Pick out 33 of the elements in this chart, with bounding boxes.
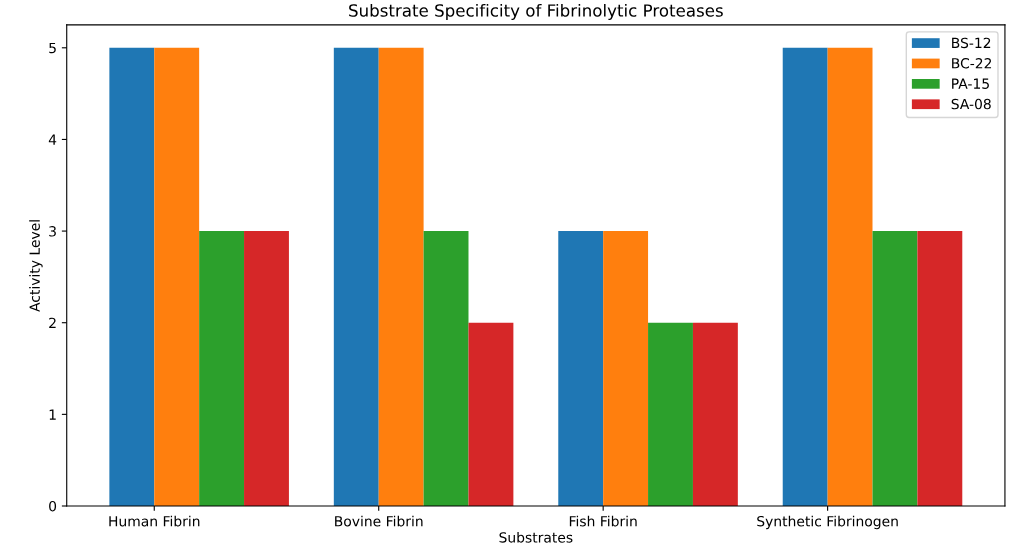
y-tick-label: 1 [49, 409, 56, 420]
bar [423, 231, 469, 506]
x-tick-label: Human Fibrin [109, 515, 200, 527]
bar [603, 231, 649, 506]
bar [648, 322, 693, 506]
x-tick-label: Synthetic Fibrinogen [757, 515, 898, 530]
bar [692, 322, 738, 506]
legend-label: PA-15 [952, 78, 989, 89]
bar [468, 322, 514, 506]
legend-label: BC-22 [952, 58, 992, 69]
legend-label: BS-12 [952, 37, 991, 49]
bar [199, 231, 245, 506]
y-tick-label: 2 [49, 317, 56, 328]
bar [154, 47, 200, 506]
bar [827, 47, 873, 506]
x-tick-label: Fish Fibrin [569, 515, 637, 527]
x-axis-title: Substrates [499, 531, 573, 543]
chart-title: Substrate Specificity of Fibrinolytic Proteases [349, 3, 723, 21]
bar [872, 231, 918, 506]
bar [917, 231, 963, 506]
y-axis-title: Activity Level [29, 220, 43, 312]
bar [558, 231, 604, 506]
y-tick-label: 4 [48, 134, 57, 145]
x-tick-label: Bovine Fibrin [335, 515, 423, 527]
y-tick-label: 3 [49, 226, 56, 237]
y-tick-label: 0 [49, 500, 57, 512]
bar [782, 47, 828, 506]
bar [109, 47, 155, 506]
bar [244, 231, 289, 506]
legend-label: SA-08 [951, 98, 991, 110]
bar [333, 47, 379, 506]
y-tick-label: 5 [49, 42, 56, 54]
bar [378, 47, 424, 506]
